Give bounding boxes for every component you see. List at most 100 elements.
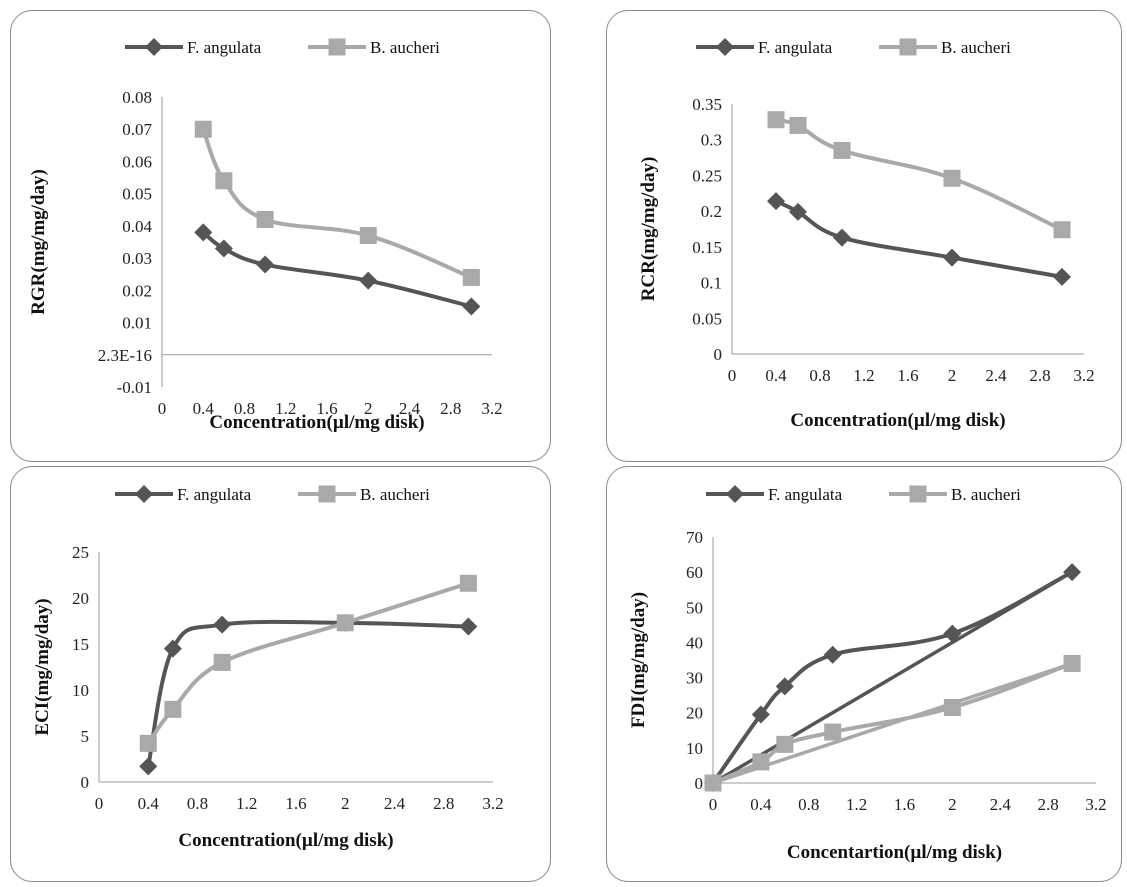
data-point-diamond [462, 297, 481, 316]
y-tick-label: 2.3E-16 [98, 346, 152, 365]
y-tick-label: 70 [686, 528, 703, 547]
panel-frame [606, 10, 1122, 462]
y-tick-label: 0.07 [122, 120, 152, 139]
data-point-square [336, 614, 354, 632]
x-tick-label: 0.8 [187, 794, 208, 813]
data-point-square [164, 700, 182, 718]
data-point-diamond [359, 271, 378, 290]
data-point-square [359, 227, 377, 245]
legend-label: B. aucheri [951, 485, 1021, 504]
x-tick-label: 2.4 [384, 794, 406, 813]
chart-panel-fdi: 0 10 20 30 40 50 60 70 0 0.4 0.8 1.2 1.6 2 2.4 2.8 3.2 Co… [606, 466, 1122, 882]
x-axis-title: Concentration(µl/mg disk) [790, 410, 1005, 431]
x-tick-label: 2 [948, 366, 957, 385]
x-tick-label: 0 [728, 366, 737, 385]
legend-label: F. angulata [187, 38, 262, 57]
legend-marker [899, 38, 917, 56]
chart-panel-rcr: 0 0.05 0.1 0.15 0.2 0.25 0.3 0.35 0 0.4 0.8 1.2 1.6 2… [606, 10, 1122, 462]
x-tick-label: 0.4 [750, 795, 772, 814]
x-tick-label: 3.2 [481, 399, 502, 418]
y-tick-label: 0.25 [692, 166, 722, 185]
data-point-diamond [139, 757, 158, 776]
y-tick-label: -0.01 [117, 378, 152, 397]
x-tick-label: 2.4 [990, 795, 1012, 814]
data-point-diamond [833, 228, 851, 247]
data-point-diamond [823, 645, 842, 664]
series-line [711, 570, 1075, 785]
y-tick-label: 5 [81, 727, 90, 746]
legend-marker [909, 485, 927, 503]
panel-frame [606, 466, 1122, 882]
y-tick-label: 25 [72, 543, 89, 562]
y-tick-label: 20 [72, 589, 89, 608]
y-tick-label: 30 [686, 669, 703, 688]
x-tick-label: 0.8 [809, 366, 830, 385]
y-tick-label: 50 [686, 598, 703, 617]
x-tick-label: 1.6 [285, 794, 306, 813]
data-point-diamond [1053, 267, 1071, 286]
data-point-square [776, 735, 794, 753]
y-axis-title: ECI(mg/mg/day) [32, 598, 53, 735]
data-point-square [833, 141, 851, 159]
y-tick-label: 0.3 [701, 131, 722, 150]
x-tick-label: 2 [948, 795, 957, 814]
data-point-square [194, 120, 212, 138]
data-point-square [789, 116, 807, 134]
x-tick-label: 2.4 [399, 399, 421, 418]
legend-marker [135, 485, 153, 503]
x-axis-title: Concentration(µl/mg disk) [209, 412, 424, 433]
rcr-chart: 0 0.05 0.1 0.15 0.2 0.25 0.3 0.35 0 0.4 0.8 1.2 1.6 2… [638, 38, 1095, 431]
data-point-diamond [775, 677, 794, 696]
data-point-square [1063, 655, 1081, 673]
y-tick-label: 0.03 [122, 249, 152, 268]
y-tick-label: 0.35 [692, 95, 722, 114]
data-point-square [943, 169, 961, 187]
data-point-diamond [194, 223, 213, 242]
data-point-diamond [943, 624, 962, 643]
data-point-diamond [767, 192, 785, 211]
legend-label: B. aucheri [941, 38, 1011, 57]
x-tick-label: 1.2 [846, 795, 867, 814]
series-line [201, 230, 474, 309]
y-tick-label: 0.15 [692, 238, 722, 257]
y-tick-label: 0.1 [701, 274, 722, 293]
x-tick-label: 2.8 [440, 399, 461, 418]
data-point-square [943, 698, 961, 716]
chart-panel-rgr: -0.01 2.3E-16 0.01 0.02 0.03 0.04 0.05 0.06 0.07… [10, 10, 551, 462]
legend-label: B. aucheri [370, 38, 440, 57]
y-tick-label: 0.06 [122, 152, 152, 171]
x-tick-label: 1.2 [275, 399, 296, 418]
panel-frame [10, 10, 551, 462]
x-tick-label: 1.2 [853, 366, 874, 385]
y-tick-label: 0 [714, 345, 723, 364]
x-tick-label: 2 [364, 399, 373, 418]
series-line [774, 199, 1064, 279]
y-tick-label: 20 [686, 704, 703, 723]
x-tick-label: 1.6 [316, 399, 337, 418]
data-point-square [256, 210, 274, 228]
data-point-diamond [751, 705, 770, 724]
x-tick-label: 0.4 [193, 399, 215, 418]
legend-label: B. aucheri [360, 485, 430, 504]
y-tick-label: 15 [72, 635, 89, 654]
x-tick-label: 2.4 [985, 366, 1007, 385]
x-tick-label: 3.2 [1085, 795, 1106, 814]
legend-marker [726, 485, 744, 503]
y-tick-label: 10 [72, 681, 89, 700]
data-point-diamond [943, 248, 961, 267]
data-point-square [462, 268, 480, 286]
y-axis-title: RCR(mg/mg/day) [638, 157, 659, 302]
legend-label: F. angulata [758, 38, 833, 57]
legend-marker [318, 485, 336, 503]
x-tick-label: 0.4 [138, 794, 160, 813]
y-tick-label: 60 [686, 563, 703, 582]
x-tick-label: 3.2 [1073, 366, 1094, 385]
data-point-diamond [214, 239, 233, 258]
legend-marker [716, 38, 734, 56]
y-tick-label: 0.05 [122, 185, 152, 204]
series-line [146, 619, 471, 769]
data-point-diamond [1063, 563, 1082, 582]
data-point-square [139, 734, 157, 752]
y-tick-label: 0.05 [692, 309, 722, 328]
y-tick-label: 0.08 [122, 88, 152, 107]
